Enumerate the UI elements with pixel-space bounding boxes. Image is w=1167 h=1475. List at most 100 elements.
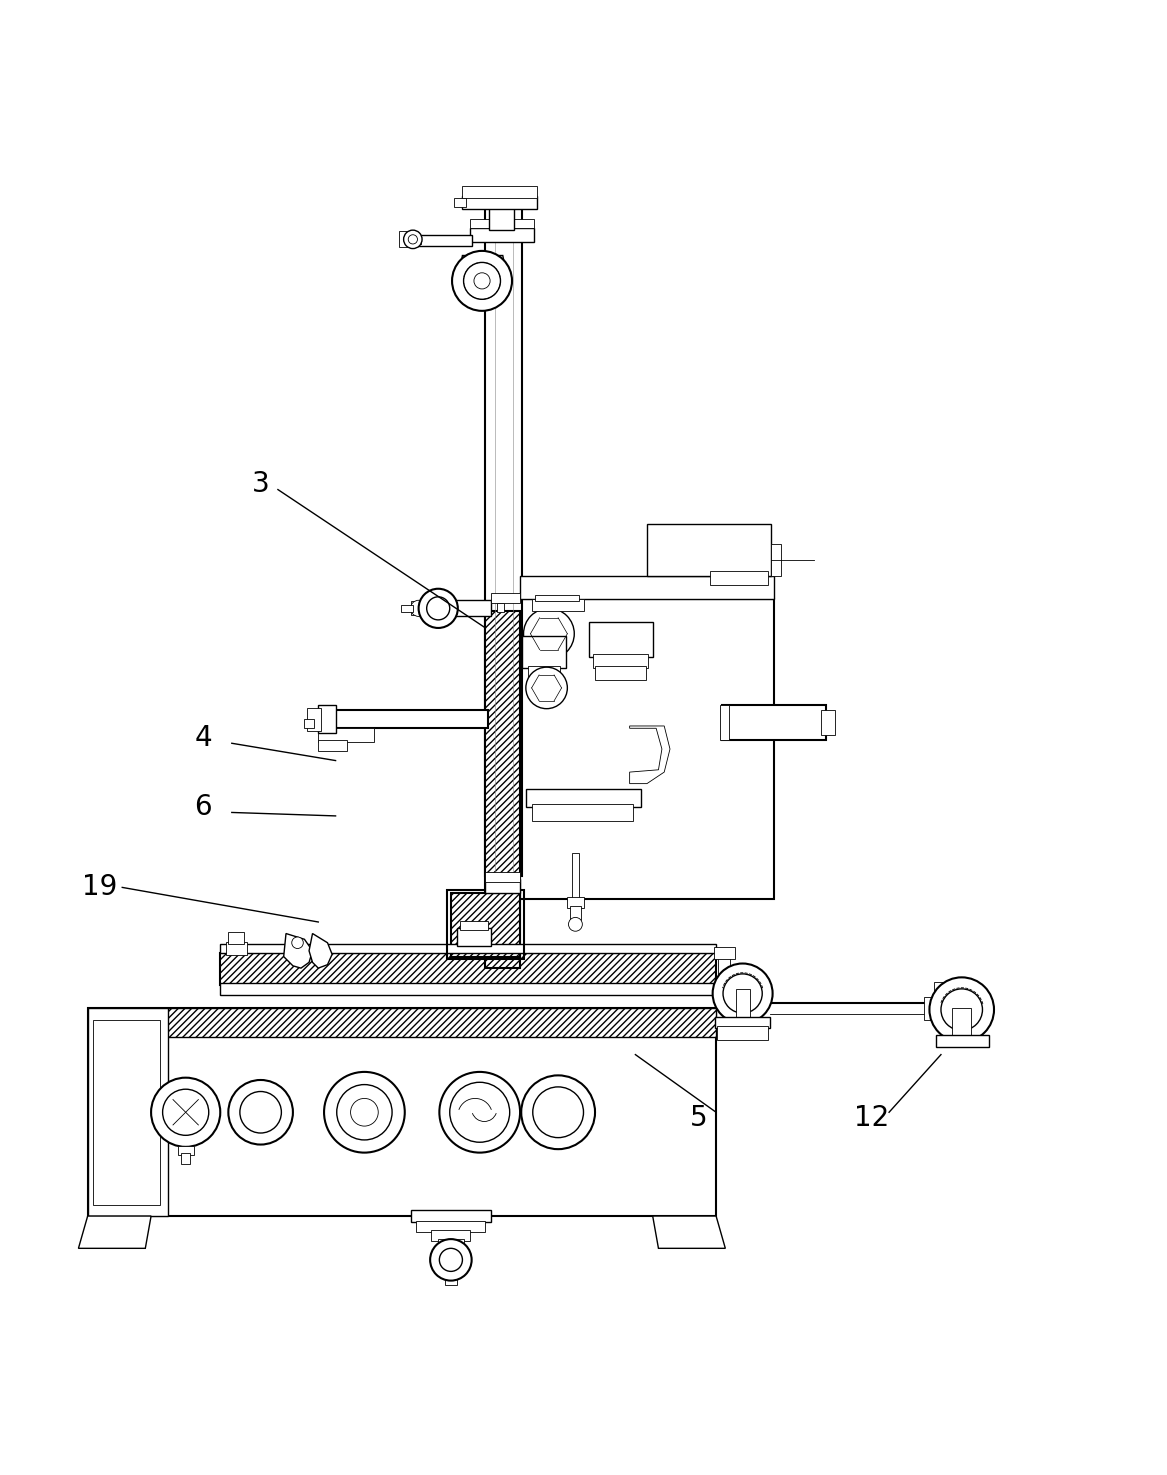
Circle shape xyxy=(408,235,418,243)
Bar xyxy=(722,705,826,740)
Bar xyxy=(485,879,520,894)
Circle shape xyxy=(439,1248,462,1271)
Circle shape xyxy=(427,597,449,619)
Circle shape xyxy=(439,1072,520,1152)
Bar xyxy=(567,897,584,909)
Bar xyxy=(529,667,560,681)
Bar xyxy=(714,947,734,959)
Polygon shape xyxy=(284,934,313,968)
Bar xyxy=(462,186,537,198)
Bar xyxy=(470,227,534,242)
Bar xyxy=(485,872,520,882)
Bar xyxy=(718,1025,768,1040)
Text: 3: 3 xyxy=(252,471,270,499)
Bar xyxy=(229,932,244,944)
Bar xyxy=(936,1035,990,1047)
Bar xyxy=(417,1221,485,1232)
Circle shape xyxy=(404,230,422,249)
Bar xyxy=(520,577,774,599)
Bar xyxy=(432,600,491,617)
Bar xyxy=(719,954,729,978)
Bar xyxy=(177,1146,194,1155)
Bar xyxy=(88,1009,717,1037)
Bar xyxy=(720,705,729,740)
Bar xyxy=(181,1152,190,1164)
Circle shape xyxy=(151,1078,221,1148)
Bar xyxy=(305,718,314,729)
Bar xyxy=(307,708,321,730)
Circle shape xyxy=(449,1083,510,1142)
Bar xyxy=(454,198,466,206)
Circle shape xyxy=(929,978,994,1041)
Polygon shape xyxy=(221,953,717,985)
Bar xyxy=(333,709,488,729)
Circle shape xyxy=(463,263,501,299)
Polygon shape xyxy=(652,1215,726,1248)
Circle shape xyxy=(524,608,574,659)
Bar xyxy=(715,1016,770,1028)
Circle shape xyxy=(337,1084,392,1140)
Bar xyxy=(771,544,781,577)
Circle shape xyxy=(292,937,303,948)
Bar xyxy=(952,1009,971,1043)
Bar xyxy=(934,982,955,994)
Bar xyxy=(595,667,645,680)
Bar xyxy=(88,1009,168,1215)
Bar xyxy=(526,789,641,807)
Polygon shape xyxy=(309,934,333,968)
Bar xyxy=(491,593,520,603)
Bar xyxy=(319,705,336,733)
Circle shape xyxy=(324,1072,405,1152)
Circle shape xyxy=(240,1092,281,1133)
Bar xyxy=(438,1239,463,1248)
Bar xyxy=(489,198,515,230)
Polygon shape xyxy=(485,611,520,968)
Bar xyxy=(447,889,524,959)
Bar xyxy=(485,207,523,876)
Circle shape xyxy=(419,589,457,628)
Bar xyxy=(401,605,413,612)
Text: 12: 12 xyxy=(854,1103,889,1131)
Circle shape xyxy=(713,963,773,1024)
Circle shape xyxy=(522,1075,595,1149)
Bar xyxy=(497,603,504,612)
Bar xyxy=(923,997,937,1021)
Circle shape xyxy=(452,251,512,311)
Circle shape xyxy=(162,1089,209,1136)
Bar xyxy=(411,1211,491,1221)
Bar xyxy=(938,988,950,1012)
Bar xyxy=(593,655,648,668)
Bar xyxy=(520,599,774,898)
Text: 6: 6 xyxy=(194,792,211,820)
Polygon shape xyxy=(78,1215,151,1248)
Circle shape xyxy=(350,1099,378,1125)
Bar xyxy=(462,196,537,209)
Text: 4: 4 xyxy=(194,724,211,751)
Circle shape xyxy=(411,600,427,617)
Bar xyxy=(534,594,579,602)
Bar xyxy=(711,571,768,586)
Bar xyxy=(445,1271,456,1285)
Bar xyxy=(417,235,471,246)
Bar xyxy=(532,599,584,611)
Circle shape xyxy=(526,667,567,708)
Bar xyxy=(319,729,373,742)
Bar xyxy=(411,602,427,615)
Bar xyxy=(93,1021,160,1205)
Bar xyxy=(589,622,652,656)
Bar xyxy=(470,218,534,227)
Bar xyxy=(226,941,246,956)
Bar xyxy=(456,928,491,947)
Bar xyxy=(572,853,579,898)
Text: 19: 19 xyxy=(82,873,117,901)
Bar xyxy=(532,804,633,820)
Circle shape xyxy=(474,273,490,289)
Bar xyxy=(407,237,421,243)
Bar xyxy=(88,1009,717,1215)
Bar xyxy=(450,894,520,957)
Circle shape xyxy=(431,1239,471,1280)
Bar xyxy=(569,906,581,920)
Circle shape xyxy=(229,1080,293,1145)
Bar xyxy=(523,636,566,668)
Bar xyxy=(221,944,717,953)
